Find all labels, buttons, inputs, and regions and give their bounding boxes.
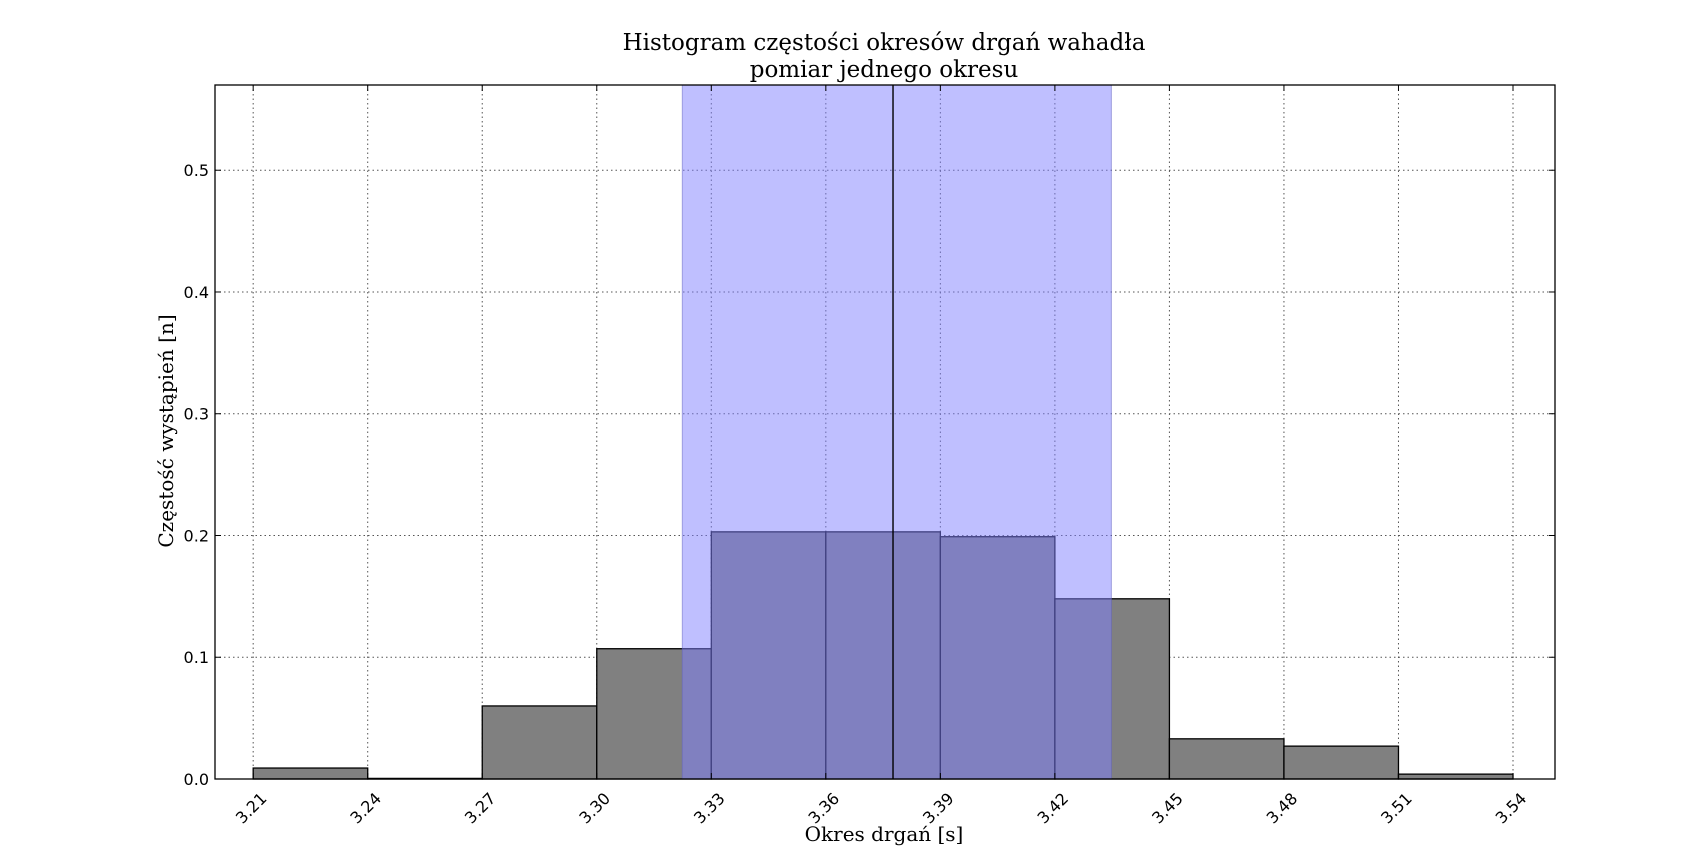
- y-tick-label: 0.2: [184, 526, 209, 545]
- y-axis-label: Częstość wystąpień [n]: [154, 314, 178, 547]
- x-tick-label: 3.48: [1263, 789, 1302, 828]
- std-band: [681, 84, 1112, 780]
- plot-frame: [214, 84, 1556, 780]
- x-tick-label: 3.24: [346, 789, 385, 828]
- x-tick-label: 3.42: [1034, 789, 1073, 828]
- x-tick-label: 3.30: [575, 789, 614, 828]
- y-tick-label: 0.1: [184, 648, 209, 667]
- x-tick-label: 3.51: [1377, 789, 1416, 828]
- histogram-bar: [1168, 738, 1285, 780]
- x-tick-label: 3.27: [461, 789, 500, 828]
- y-tick-label: 0.3: [184, 405, 209, 424]
- axis-ticks: [215, 85, 1555, 780]
- histogram-bar: [252, 767, 369, 780]
- x-tick-label: 3.21: [232, 789, 271, 828]
- histogram-bar: [481, 705, 598, 780]
- x-tick-label: 3.54: [1492, 789, 1531, 828]
- x-tick-label: 3.33: [690, 789, 729, 828]
- histogram-bar: [1283, 745, 1400, 780]
- chart-title: Histogram częstości okresów drgań wahadł…: [623, 30, 1146, 56]
- chart-subtitle: pomiar jednego okresu: [750, 57, 1019, 83]
- uncertainty-band: [681, 84, 1112, 780]
- y-tick-label: 0.4: [184, 283, 209, 302]
- histogram-bar: [1397, 773, 1514, 780]
- x-axis-label: Okres drgań [s]: [805, 822, 964, 846]
- y-tick-label: 0.5: [184, 161, 209, 180]
- y-tick-label: 0.0: [184, 770, 209, 789]
- y-tick-labels: 0.0 0.1 0.2 0.3 0.4 0.5: [184, 161, 209, 789]
- x-tick-label: 3.45: [1148, 789, 1187, 828]
